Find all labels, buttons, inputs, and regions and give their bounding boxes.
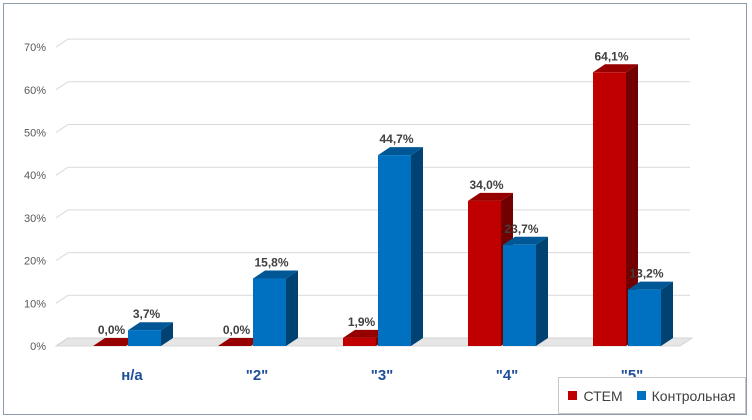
bar-control-0: [128, 322, 173, 346]
legend-label-stem: СТЕМ: [583, 387, 623, 404]
data-label: 34,0%: [469, 178, 503, 192]
y-tick-label: 0%: [30, 341, 46, 353]
bar-stem-1: [218, 338, 263, 346]
bar-stem-4: [593, 64, 638, 346]
legend-swatch-stem: [568, 391, 578, 400]
y-tick-label: 30%: [24, 213, 46, 225]
x-category-label: н/а: [121, 367, 143, 384]
x-category-label: "4": [496, 367, 519, 384]
y-axis-ticks: 0% 10% 20% 30% 40% 50% 60% 70%: [24, 42, 46, 353]
y-tick-label: 40%: [24, 170, 46, 182]
bar-stem-0: [93, 338, 138, 346]
legend-item-control: Контрольная: [636, 387, 736, 404]
bars: [93, 64, 673, 346]
gridline: [55, 124, 690, 133]
data-label: 0,0%: [98, 323, 126, 337]
legend: СТЕМ Контрольная: [558, 377, 746, 414]
y-tick-label: 60%: [24, 85, 46, 97]
data-labels: 0,0% 3,7% 0,0% 15,8% 1,9% 44,7% 34,0% 23,7% 64,1…: [98, 49, 664, 337]
x-category-label: "3": [371, 367, 394, 384]
bar-control-1: [253, 270, 298, 346]
y-tick-label: 70%: [24, 42, 46, 54]
gridline: [55, 81, 690, 91]
data-label: 15,8%: [254, 256, 288, 270]
data-label: 44,7%: [379, 132, 413, 146]
data-label: 3,7%: [133, 307, 161, 321]
data-label: 64,1%: [594, 49, 628, 63]
x-category-label: "2": [246, 367, 269, 384]
data-label: 23,7%: [504, 222, 538, 236]
bar-control-3: [503, 236, 548, 346]
bar-control-2: [378, 147, 423, 346]
gridline: [55, 38, 690, 48]
y-tick-label: 20%: [24, 256, 46, 268]
gridline: [55, 166, 690, 176]
y-tick-label: 50%: [24, 128, 46, 140]
data-label: 0,0%: [223, 323, 251, 337]
legend-label-control: Контрольная: [651, 387, 736, 404]
legend-item-stem: СТЕМ: [568, 387, 623, 404]
y-tick-label: 10%: [24, 298, 46, 310]
bar-control-4: [628, 281, 673, 346]
legend-swatch-control: [636, 391, 646, 400]
data-label: 1,9%: [348, 315, 376, 329]
data-label: 13,2%: [629, 267, 663, 281]
